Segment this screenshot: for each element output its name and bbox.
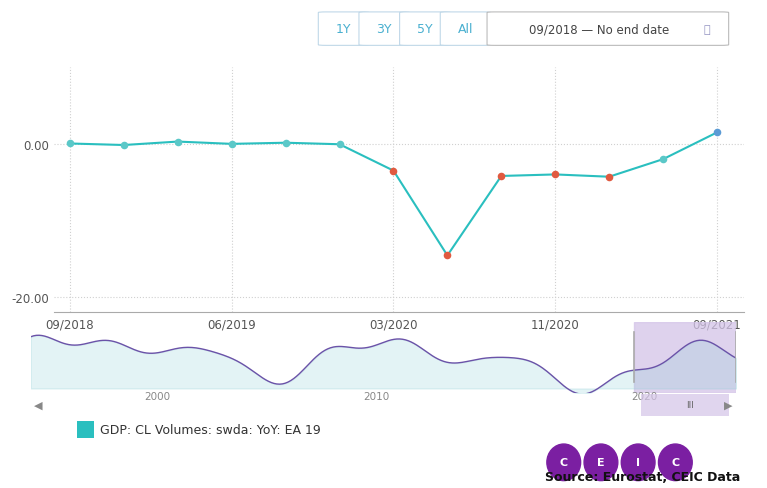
Circle shape [658, 444, 692, 481]
Point [334, 141, 346, 149]
Point [172, 139, 184, 146]
Text: ▶: ▶ [724, 400, 732, 410]
Text: ◀: ◀ [35, 400, 43, 410]
Circle shape [584, 444, 618, 481]
Text: 09/2018 — No end date: 09/2018 — No end date [528, 23, 669, 36]
Text: 📅: 📅 [704, 24, 710, 35]
Circle shape [621, 444, 655, 481]
Text: 3Y: 3Y [377, 23, 392, 36]
Bar [77, 421, 94, 438]
Point [549, 171, 561, 179]
Text: GDP: CL Volumes: swda: YoY: EA 19: GDP: CL Volumes: swda: YoY: EA 19 [100, 423, 321, 436]
Point [387, 167, 400, 175]
Text: All: All [458, 23, 473, 36]
Text: E: E [597, 457, 604, 468]
Text: C: C [560, 457, 568, 468]
Circle shape [547, 444, 581, 481]
FancyBboxPatch shape [487, 13, 729, 46]
Point [225, 141, 238, 148]
Point [64, 140, 76, 148]
Text: III: III [686, 400, 694, 409]
Point [117, 142, 130, 150]
Text: I: I [636, 457, 640, 468]
Text: 2010: 2010 [364, 391, 390, 401]
FancyBboxPatch shape [400, 13, 450, 46]
FancyBboxPatch shape [359, 13, 410, 46]
Point [279, 140, 291, 147]
Point [711, 129, 723, 137]
Point [441, 252, 453, 260]
Bar [641, 394, 729, 416]
Point [657, 156, 670, 164]
Text: 5Y: 5Y [417, 23, 433, 36]
Bar [634, 322, 736, 393]
Text: 1Y: 1Y [336, 23, 351, 36]
Point [495, 173, 508, 181]
Point [603, 173, 615, 181]
FancyBboxPatch shape [440, 13, 491, 46]
Text: C: C [671, 457, 680, 468]
Text: 2000: 2000 [145, 391, 171, 401]
Text: 2020: 2020 [631, 391, 658, 401]
Text: Source: Eurostat, CEIC Data: Source: Eurostat, CEIC Data [545, 470, 740, 483]
FancyBboxPatch shape [318, 13, 369, 46]
